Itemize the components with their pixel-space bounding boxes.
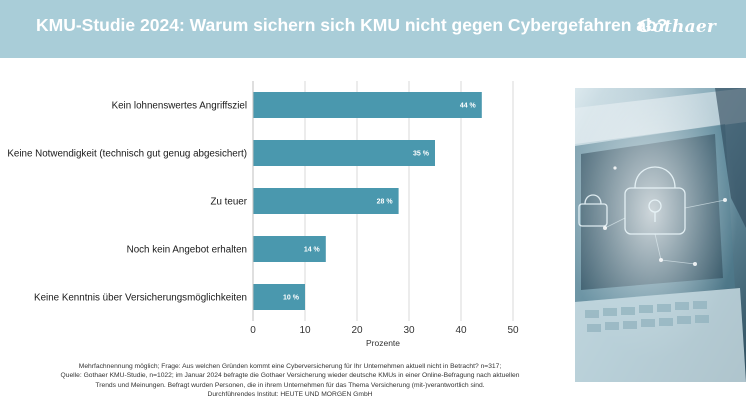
category-label: Keine Kenntnis über Versicherungsmöglich… bbox=[34, 293, 247, 304]
category-label: Noch kein Angebot erhalten bbox=[127, 245, 247, 256]
footnote-line: Quelle: Gothaer KMU-Studie, n=1022; im J… bbox=[60, 372, 520, 380]
category-label: Zu teuer bbox=[211, 197, 248, 208]
bar bbox=[253, 284, 305, 310]
bar-chart: 0 10 20 30 40 50 44 % Kein lohnenswertes Angrif… bbox=[7, 81, 519, 348]
bar-value-label: 10 % bbox=[283, 295, 300, 302]
bar bbox=[253, 92, 482, 118]
footnote: Mehrfachnennung möglich; Frage: Aus welc… bbox=[40, 362, 540, 399]
bar bbox=[253, 140, 435, 166]
x-tick-label: 20 bbox=[351, 325, 363, 336]
gothaer-logo: Gothaer bbox=[637, 17, 716, 37]
x-tick-label: 40 bbox=[455, 325, 467, 336]
header-banner: KMU-Studie 2024: Warum sichern sich KMU … bbox=[0, 0, 746, 58]
bar-value-label: 44 % bbox=[460, 103, 477, 110]
category-label: Kein lohnenswertes Angriffsziel bbox=[112, 101, 247, 112]
bar-value-label: 35 % bbox=[413, 151, 430, 158]
bar bbox=[253, 188, 399, 214]
padlock-laptop-photo bbox=[575, 88, 746, 382]
bar-value-label: 14 % bbox=[304, 247, 321, 254]
x-axis-title: Prozente bbox=[366, 338, 400, 348]
category-label: Keine Notwendigkeit (technisch gut genug… bbox=[7, 149, 247, 160]
bar bbox=[253, 236, 326, 262]
x-tick-label: 0 bbox=[250, 325, 256, 336]
footnote-line: Trends und Meinungen. Befragt wurden Per… bbox=[95, 381, 485, 389]
x-tick-label: 10 bbox=[299, 325, 311, 336]
page-title: KMU-Studie 2024: Warum sichern sich KMU … bbox=[36, 15, 668, 35]
bar-value-label: 28 % bbox=[377, 199, 394, 206]
footnote-line: Mehrfachnennung möglich; Frage: Aus welc… bbox=[78, 363, 502, 370]
footnote-line: Durchführendes Institut: HEUTE UND MORGE… bbox=[207, 390, 373, 398]
x-tick-label: 50 bbox=[507, 325, 519, 336]
x-tick-label: 30 bbox=[403, 325, 415, 336]
